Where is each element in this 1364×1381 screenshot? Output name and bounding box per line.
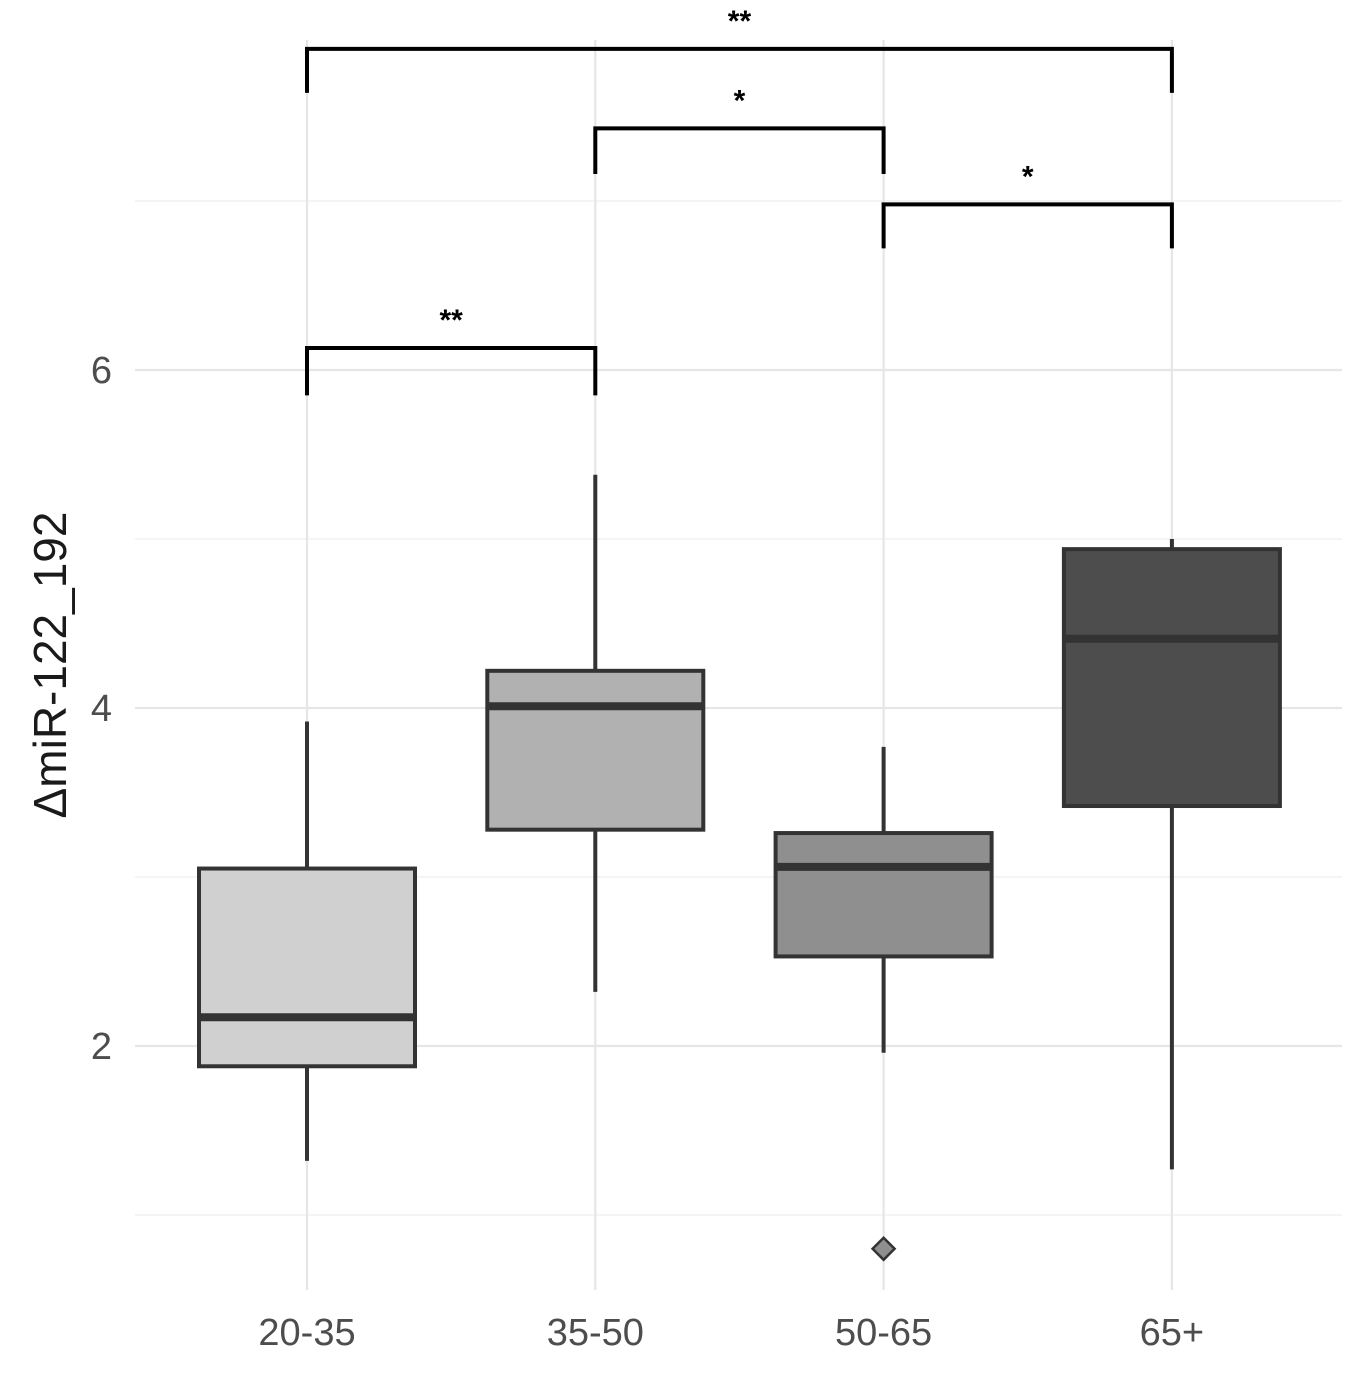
box-iqr: [773, 831, 994, 959]
significance-bracket: [881, 202, 1174, 249]
y-tick-label: 4: [91, 688, 112, 730]
significance-20-35-35-50: **: [305, 304, 598, 396]
outlier-point: [870, 1236, 897, 1262]
significance-bracket: [305, 346, 598, 396]
box-iqr: [1061, 547, 1282, 809]
y-axis-title: ΔmiR-122_192: [24, 512, 76, 819]
boxes: [197, 474, 1282, 1262]
y-tick-label: 6: [91, 350, 112, 392]
significance-label: **: [439, 304, 463, 337]
x-tick-label: 50-65: [835, 1312, 932, 1354]
box-20-35: [197, 721, 417, 1161]
box-iqr: [197, 866, 417, 1069]
x-tick-label: 35-50: [547, 1312, 644, 1354]
significance-50-65-65+: *: [881, 160, 1174, 249]
box-35-50: [485, 474, 706, 992]
axis-ticks: 2 4 6 20-35 35-50 50-65 65+: [91, 350, 1204, 1354]
significance-label: *: [734, 84, 746, 117]
significance-35-50-50-65: *: [593, 84, 886, 174]
significance-label: *: [1022, 160, 1034, 193]
significance-bracket: [305, 46, 1174, 93]
significance-brackets: ******: [305, 5, 1174, 396]
box-iqr: [485, 668, 706, 832]
x-tick-label: 20-35: [258, 1312, 355, 1354]
box-50-65: [773, 746, 994, 1262]
significance-20-35-65+: **: [305, 5, 1174, 93]
significance-label: **: [728, 5, 752, 38]
y-tick-label: 2: [91, 1026, 112, 1068]
significance-bracket: [593, 126, 886, 174]
x-tick-label: 65+: [1140, 1312, 1204, 1354]
box-65+: [1061, 539, 1282, 1170]
